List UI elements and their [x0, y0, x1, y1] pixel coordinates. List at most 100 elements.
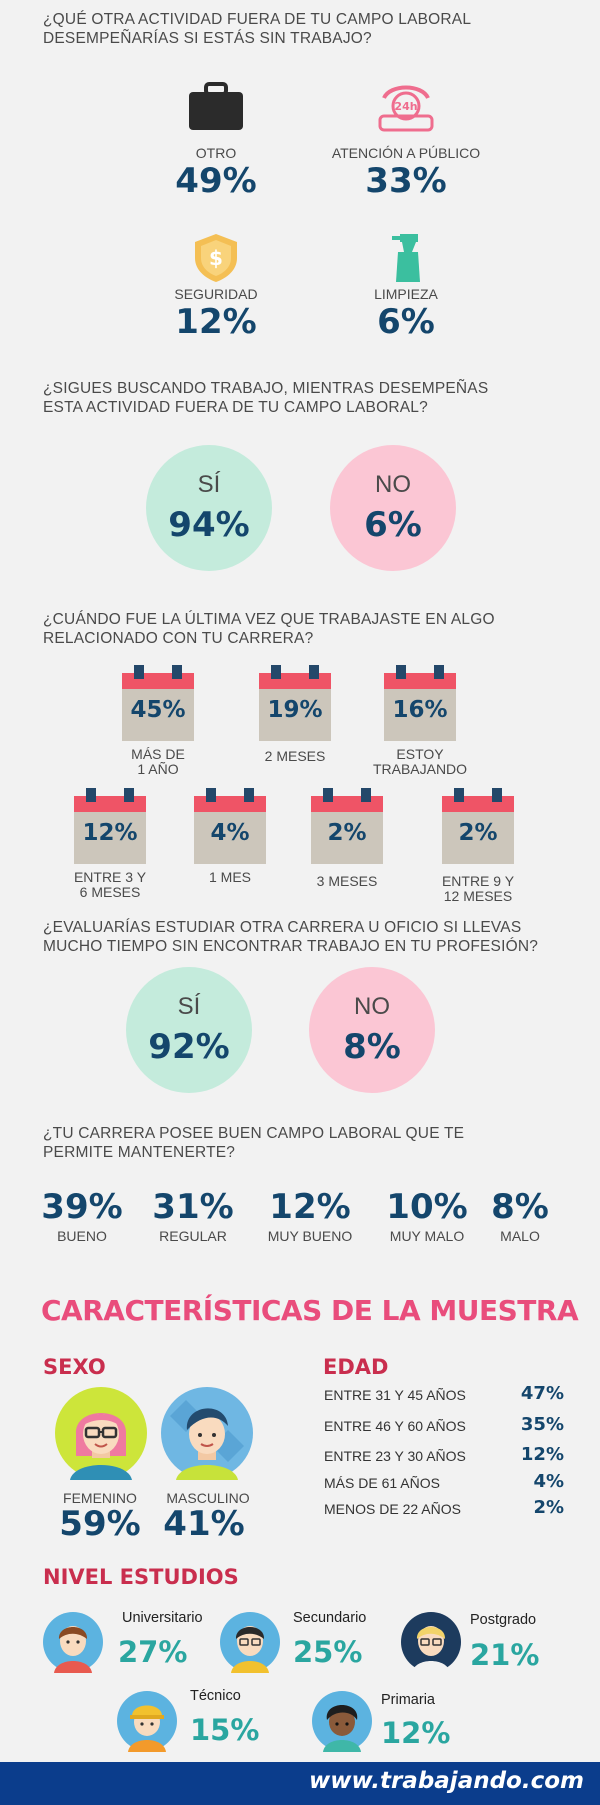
rating-item: 8% MALO	[470, 1188, 570, 1244]
rating-item: 10% MUY MALO	[372, 1188, 482, 1244]
student-avatar-icon	[220, 1612, 280, 1673]
edu-value: 12%	[381, 1716, 451, 1750]
calendar-item: 12% ENTRE 3 Y 6 MESES	[50, 788, 170, 900]
calendar-item: 45% MÁS DE 1 AÑO	[98, 665, 218, 777]
answer-label: SÍ	[177, 993, 201, 1020]
edad-value: 35%	[520, 1414, 564, 1435]
male-avatar	[161, 1387, 253, 1480]
answer-label: NO	[354, 993, 390, 1020]
answer-value: 6%	[364, 505, 422, 545]
edad-value: 4%	[533, 1471, 564, 1492]
activity-value: 6%	[377, 302, 435, 342]
activity-atencion: 24h ATENCIÓN A PÚBLICO 33%	[316, 82, 496, 201]
activity-value: 49%	[175, 161, 257, 201]
calendar-label-1: MÁS DE	[131, 746, 185, 762]
edu-value: 21%	[470, 1638, 540, 1672]
dollar-badge: $	[209, 246, 223, 270]
edu-value: 15%	[190, 1713, 260, 1747]
calendar-label-1: 1 MES	[208, 869, 251, 885]
activity-label: SEGURIDAD	[174, 286, 258, 302]
activity-value: 33%	[365, 161, 447, 201]
rating-item: 31% REGULAR	[138, 1188, 248, 1244]
footer-bar: www.trabajando.com	[0, 1762, 600, 1805]
brand-link[interactable]: www.trabajando.com	[308, 1768, 584, 1794]
calendar-label-2: TRABAJANDO	[372, 761, 468, 777]
sample-title: Características de la muestra	[41, 1294, 579, 1327]
edad-row: MÁS DE 61 AÑOS 4%	[324, 1471, 564, 1497]
activity-limpieza: LIMPIEZA 6%	[316, 232, 496, 342]
activity-seguridad: $ SEGURIDAD 12%	[126, 232, 306, 342]
edad-row: ENTRE 31 Y 45 AÑOS 47%	[324, 1383, 564, 1409]
edad-label: ENTRE 23 Y 30 AÑOS	[324, 1448, 466, 1464]
answer-yes-circle: SÍ 92%	[126, 967, 252, 1093]
calendar-label-2: 6 MESES	[79, 884, 141, 900]
calendar-label-1: 2 MESES	[264, 748, 326, 764]
edad-title: Edad	[323, 1355, 389, 1379]
calendar-value: 16%	[392, 697, 448, 723]
answer-yes-circle: SÍ 94%	[146, 445, 272, 571]
sexo-title: Sexo	[43, 1355, 106, 1379]
calendar-item: 19% 2 MESES	[235, 665, 355, 764]
female-label: FEMENINO	[63, 1490, 137, 1506]
calendar-label-1: ENTRE 9 Y	[441, 873, 515, 889]
edad-label: MÁS DE 61 AÑOS	[324, 1475, 440, 1491]
activity-value: 12%	[175, 302, 257, 342]
edu-label: Primaria	[381, 1692, 435, 1708]
activity-label: LIMPIEZA	[374, 286, 438, 302]
activity-otro: OTRO 49%	[126, 82, 306, 201]
calendar-label-1: 3 MESES	[316, 873, 378, 889]
answer-value: 92%	[148, 1027, 230, 1067]
calendar-value: 45%	[130, 697, 186, 723]
edad-row: MENOS DE 22 AÑOS 2%	[324, 1497, 564, 1523]
student-avatar-icon	[43, 1612, 103, 1673]
edad-label: ENTRE 31 Y 45 AÑOS	[324, 1387, 466, 1403]
activity-label: OTRO	[195, 145, 237, 161]
answer-no-circle: NO 8%	[309, 967, 435, 1093]
edad-value: 12%	[520, 1444, 564, 1465]
edu-label: Postgrado	[470, 1612, 537, 1628]
calendar-label-1: ESTOY	[396, 746, 444, 762]
estudios-title: Nivel estudios	[43, 1565, 239, 1589]
edad-value: 2%	[533, 1497, 564, 1518]
edad-value: 47%	[520, 1383, 564, 1404]
rating-item: 12% MUY BUENO	[255, 1188, 365, 1244]
24h-badge: 24h	[394, 100, 417, 113]
calendar-label-2: 1 AÑO	[137, 761, 179, 777]
edad-row: ENTRE 23 Y 30 AÑOS 12%	[324, 1444, 564, 1470]
rating-label: MUY MALO	[389, 1228, 465, 1244]
female-avatar	[55, 1387, 147, 1480]
student-avatar-icon	[401, 1612, 461, 1673]
rating-value: 8%	[491, 1187, 549, 1227]
calendar-value: 12%	[82, 820, 138, 846]
shield-dollar-icon: $	[195, 234, 237, 282]
calendar-value: 2%	[327, 820, 367, 846]
q4-title: ¿Evaluarías estudiar otra carrera u ofic…	[43, 919, 539, 955]
male-value: 41%	[163, 1504, 245, 1544]
male-label: MASCULINO	[166, 1490, 250, 1506]
calendar-item: 2% 3 MESES	[287, 788, 407, 889]
q2-title: ¿Sigues buscando trabajo, mientras desem…	[43, 380, 489, 416]
calendar-value: 4%	[210, 820, 250, 846]
edu-label: Técnico	[190, 1688, 241, 1704]
edu-value: 27%	[118, 1635, 188, 1669]
calendar-value: 2%	[458, 820, 498, 846]
edu-value: 25%	[293, 1635, 363, 1669]
edu-label: Universitario	[122, 1610, 203, 1626]
q5-title: ¿Tu carrera posee buen campo laboral que…	[43, 1125, 465, 1161]
edad-label: MENOS DE 22 AÑOS	[324, 1501, 461, 1517]
answer-value: 94%	[168, 505, 250, 545]
calendar-value: 19%	[267, 697, 323, 723]
spray-bottle-icon	[392, 234, 420, 282]
answer-label: SÍ	[197, 471, 221, 498]
edad-row: ENTRE 46 Y 60 AÑOS 35%	[324, 1414, 564, 1440]
rating-value: 12%	[269, 1187, 351, 1227]
rating-value: 31%	[152, 1187, 234, 1227]
calendar-label-2: 12 MESES	[443, 888, 513, 904]
student-avatar-icon	[312, 1691, 372, 1752]
worker-avatar-icon	[117, 1691, 177, 1752]
rating-item: 39% BUENO	[27, 1188, 137, 1244]
rating-label: MALO	[500, 1228, 540, 1244]
calendar-item: 16% ESTOY TRABAJANDO	[360, 665, 480, 777]
rating-label: MUY BUENO	[267, 1228, 353, 1244]
answer-value: 8%	[343, 1027, 401, 1067]
